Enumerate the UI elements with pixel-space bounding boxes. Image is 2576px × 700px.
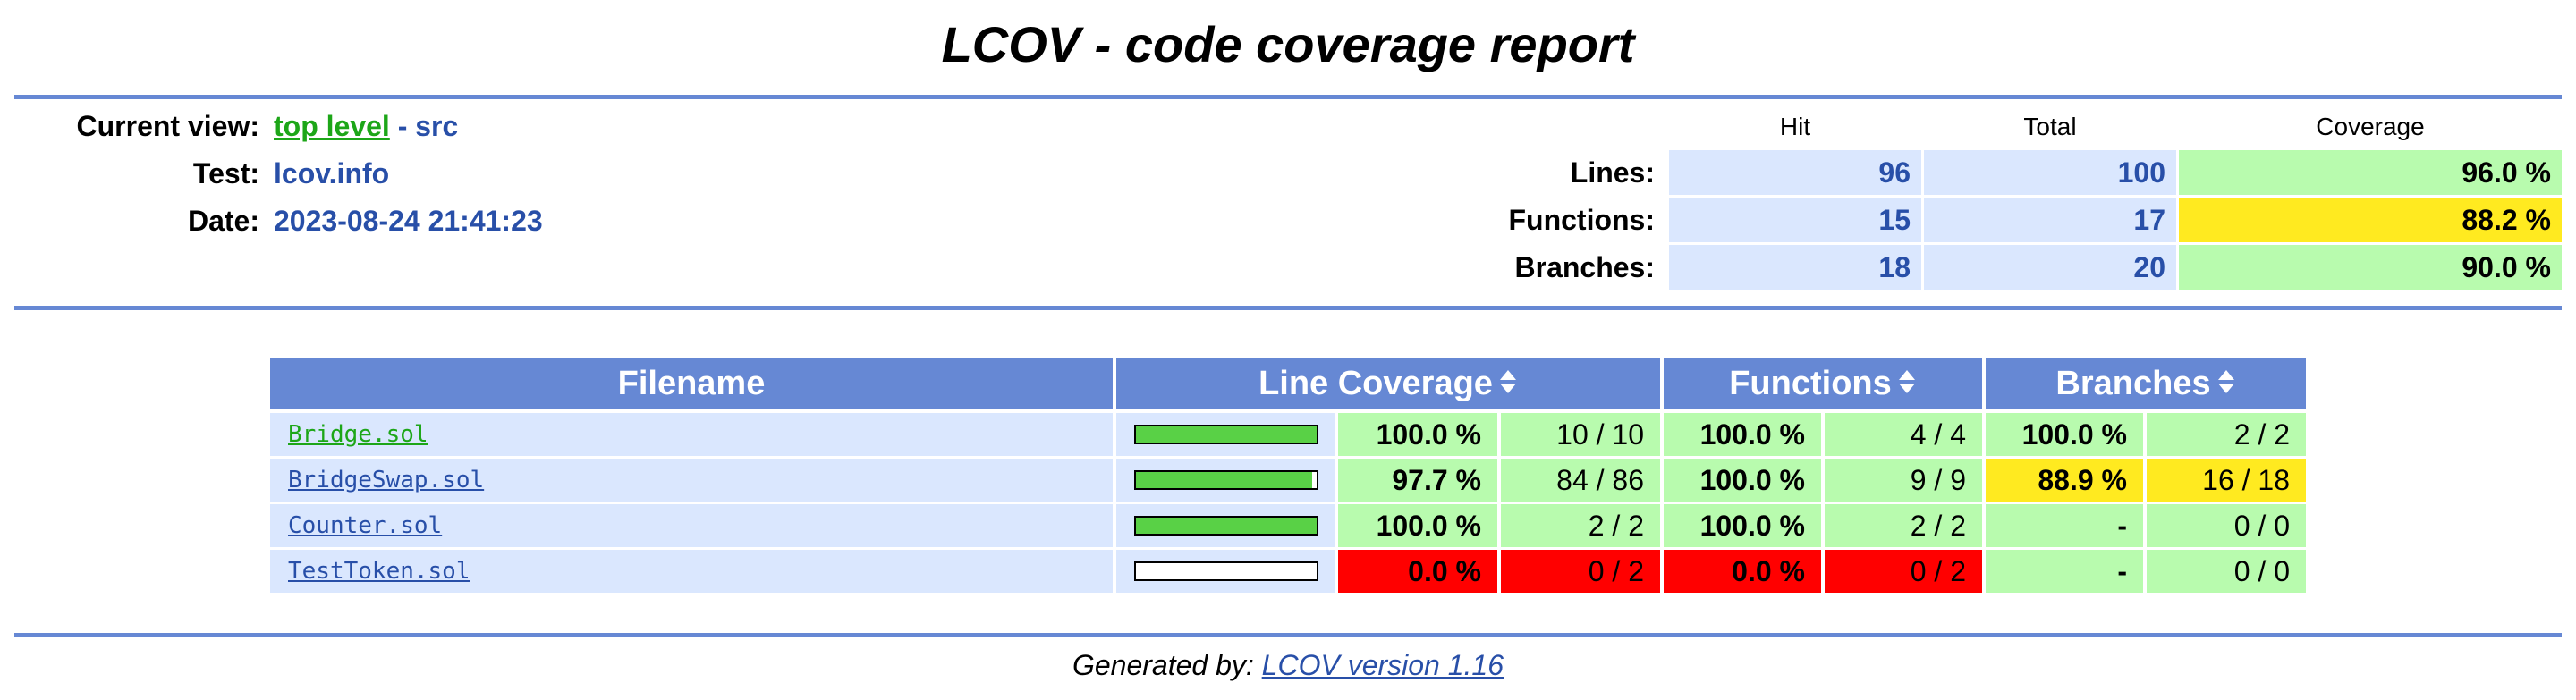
date-label: Date: (187, 205, 259, 237)
branches-header-label: Branches (2055, 365, 2211, 402)
filename-cell: Bridge.sol (270, 413, 1113, 456)
test-label: Test: (192, 157, 259, 190)
top-level-link[interactable]: top level (274, 110, 390, 142)
lcov-version-link[interactable]: LCOV version 1.16 (1261, 649, 1504, 681)
functions-header-label: Functions (1729, 365, 1892, 402)
summary-coverage-value: 96.0 % (2179, 150, 2562, 195)
branches-percent: - (1986, 504, 2143, 547)
line-coverage-percent: 0.0 % (1338, 550, 1497, 593)
line-coverage-count: 0 / 2 (1501, 550, 1660, 593)
functions-count: 9 / 9 (1825, 459, 1982, 502)
test-value: lcov.info (274, 157, 390, 190)
table-row: TestToken.sol 0.0 % 0 / 2 0.0 % 0 / 2-0 / 0 (270, 550, 2306, 593)
current-view-label: Current view: (76, 110, 259, 142)
summary-coverage-value: 88.2 % (2179, 198, 2562, 242)
filename-cell: Counter.sol (270, 504, 1113, 547)
functions-count: 2 / 2 (1825, 504, 1982, 547)
branches-count: 16 / 18 (2147, 459, 2306, 502)
file-link[interactable]: Bridge.sol (288, 421, 428, 448)
summary-row-label: Lines: (1570, 156, 1655, 189)
branches-count: 0 / 0 (2147, 504, 2306, 547)
coverage-bar-fill (1136, 426, 1317, 443)
current-dir: src (415, 110, 459, 142)
summary-hit-header: Hit (1779, 113, 1811, 140)
coverage-bar-cell (1116, 459, 1335, 502)
functions-percent: 100.0 % (1664, 504, 1821, 547)
coverage-bar (1134, 425, 1318, 444)
table-row: Bridge.sol 100.0 % 10 / 10 100.0 % 4 / 4 100.… (270, 413, 2306, 456)
line-coverage-count: 10 / 10 (1501, 413, 1660, 456)
page-title: LCOV - code coverage report (941, 16, 1635, 72)
functions-percent: 0.0 % (1664, 550, 1821, 593)
filename-cell: BridgeSwap.sol (270, 459, 1113, 502)
line-coverage-header: Line Coverage (1116, 358, 1660, 409)
coverage-bar (1134, 470, 1318, 490)
coverage-bar-cell (1116, 550, 1335, 593)
branches-percent: - (1986, 550, 2143, 593)
footer: Generated by: LCOV version 1.16 (0, 645, 2576, 685)
current-view-sep: - (389, 110, 416, 142)
sort-icon[interactable] (2216, 368, 2236, 395)
functions-count: 0 / 2 (1825, 550, 1982, 593)
current-view-value: top level - src (274, 105, 458, 147)
summary-coverage-header: Coverage (2316, 113, 2425, 140)
branches-count: 2 / 2 (2147, 413, 2306, 456)
middle-ruler (14, 306, 2562, 310)
top-ruler (14, 95, 2562, 99)
table-row: Counter.sol 100.0 % 2 / 2 100.0 % 2 / 2-0 / … (270, 504, 2306, 547)
line-coverage-percent: 100.0 % (1338, 504, 1497, 547)
line-coverage-header-label: Line Coverage (1258, 365, 1493, 402)
line-coverage-count: 2 / 2 (1501, 504, 1660, 547)
summary-hit-value: 96 (1669, 150, 1921, 195)
sort-icon[interactable] (1498, 368, 1518, 395)
line-coverage-percent: 100.0 % (1338, 413, 1497, 456)
coverage-bar-cell (1116, 413, 1335, 456)
footer-prefix: Generated by: (1072, 649, 1262, 681)
functions-count: 4 / 4 (1825, 413, 1982, 456)
line-coverage-count: 84 / 86 (1501, 459, 1660, 502)
summary-row-label: Functions: (1508, 204, 1655, 236)
date-value: 2023-08-24 21:41:23 (274, 205, 543, 237)
functions-percent: 100.0 % (1664, 459, 1821, 502)
summary-hit-value: 15 (1669, 198, 1921, 242)
summary-hit-value: 18 (1669, 245, 1921, 290)
summary-total-value: 100 (1924, 150, 2176, 195)
branches-header: Branches (1986, 358, 2306, 409)
filename-header: Filename (270, 358, 1113, 409)
summary-total-value: 20 (1924, 245, 2176, 290)
file-link[interactable]: Counter.sol (288, 512, 443, 539)
branches-percent: 100.0 % (1986, 413, 2143, 456)
test-row: Test: lcov.info (14, 153, 389, 194)
coverage-bar-fill (1136, 472, 1313, 488)
sort-icon[interactable] (1897, 368, 1917, 395)
summary-total-value: 17 (1924, 198, 2176, 242)
summary-total-header: Total (2023, 113, 2077, 140)
branches-percent: 88.9 % (1986, 459, 2143, 502)
file-link[interactable]: BridgeSwap.sol (288, 467, 485, 493)
current-view-row: Current view: top level - src (14, 105, 459, 147)
file-link[interactable]: TestToken.sol (288, 558, 470, 585)
line-coverage-percent: 97.7 % (1338, 459, 1497, 502)
coverage-bar-fill (1136, 518, 1317, 534)
functions-header: Functions (1664, 358, 1982, 409)
filename-header-label: Filename (617, 365, 766, 402)
filename-cell: TestToken.sol (270, 550, 1113, 593)
functions-percent: 100.0 % (1664, 413, 1821, 456)
date-row: Date: 2023-08-24 21:41:23 (14, 200, 543, 241)
coverage-bar (1134, 516, 1318, 536)
branches-count: 0 / 0 (2147, 550, 2306, 593)
coverage-bar-cell (1116, 504, 1335, 547)
summary-coverage-value: 90.0 % (2179, 245, 2562, 290)
summary-row-label: Branches: (1514, 251, 1656, 283)
bottom-ruler (14, 633, 2562, 637)
coverage-bar (1134, 561, 1318, 581)
